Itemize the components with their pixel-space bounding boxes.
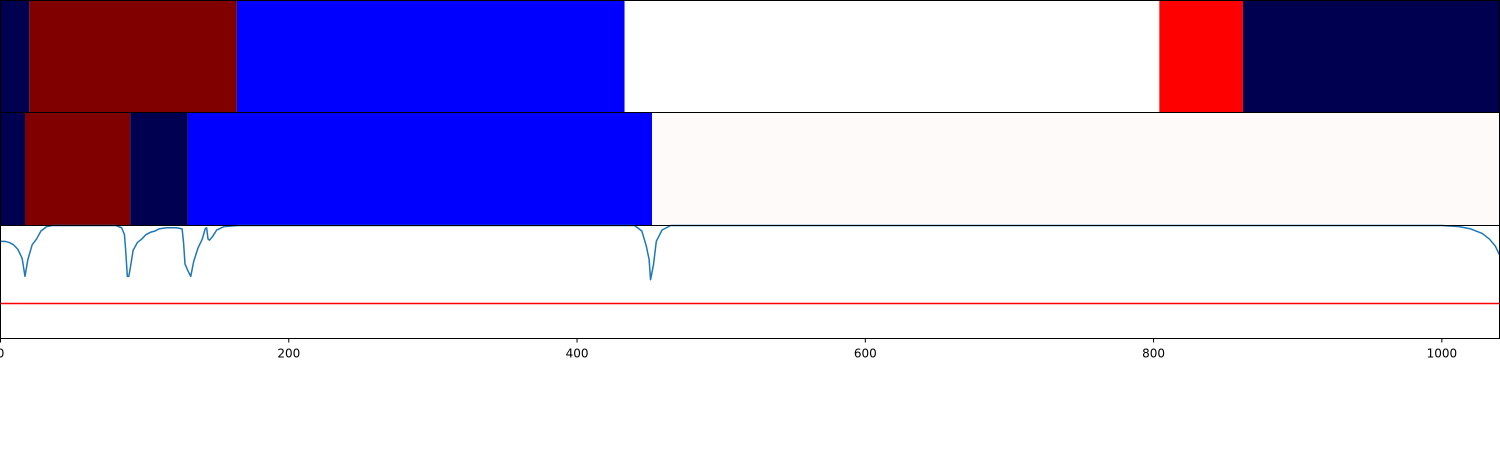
x-tick-label-0: 0 (0, 347, 4, 361)
segment-bar-1-4 (624, 0, 1160, 113)
line-panel-frame (0, 225, 1500, 339)
segment-bar-1-6 (1242, 0, 1500, 113)
x-tick-label-800: 800 (1142, 347, 1165, 361)
series-line-1 (0, 224, 1500, 281)
segment-bar-2-5 (651, 112, 1500, 226)
x-tick-label-200: 200 (277, 347, 300, 361)
x-tick-label-600: 600 (854, 347, 877, 361)
segment-bar-1-2 (29, 0, 237, 113)
segment-bar-1-1 (0, 0, 30, 113)
x-tick-label-1000: 1000 (1427, 347, 1458, 361)
segment-bar-2-3 (130, 112, 188, 226)
segment-bar-2-4 (187, 112, 652, 226)
segment-bar-2-2 (25, 112, 131, 226)
segment-bar-1-3 (236, 0, 625, 113)
x-tick-label-400: 400 (566, 347, 589, 361)
segment-bar-2-1 (0, 112, 26, 226)
segment-bar-1-5 (1159, 0, 1243, 113)
